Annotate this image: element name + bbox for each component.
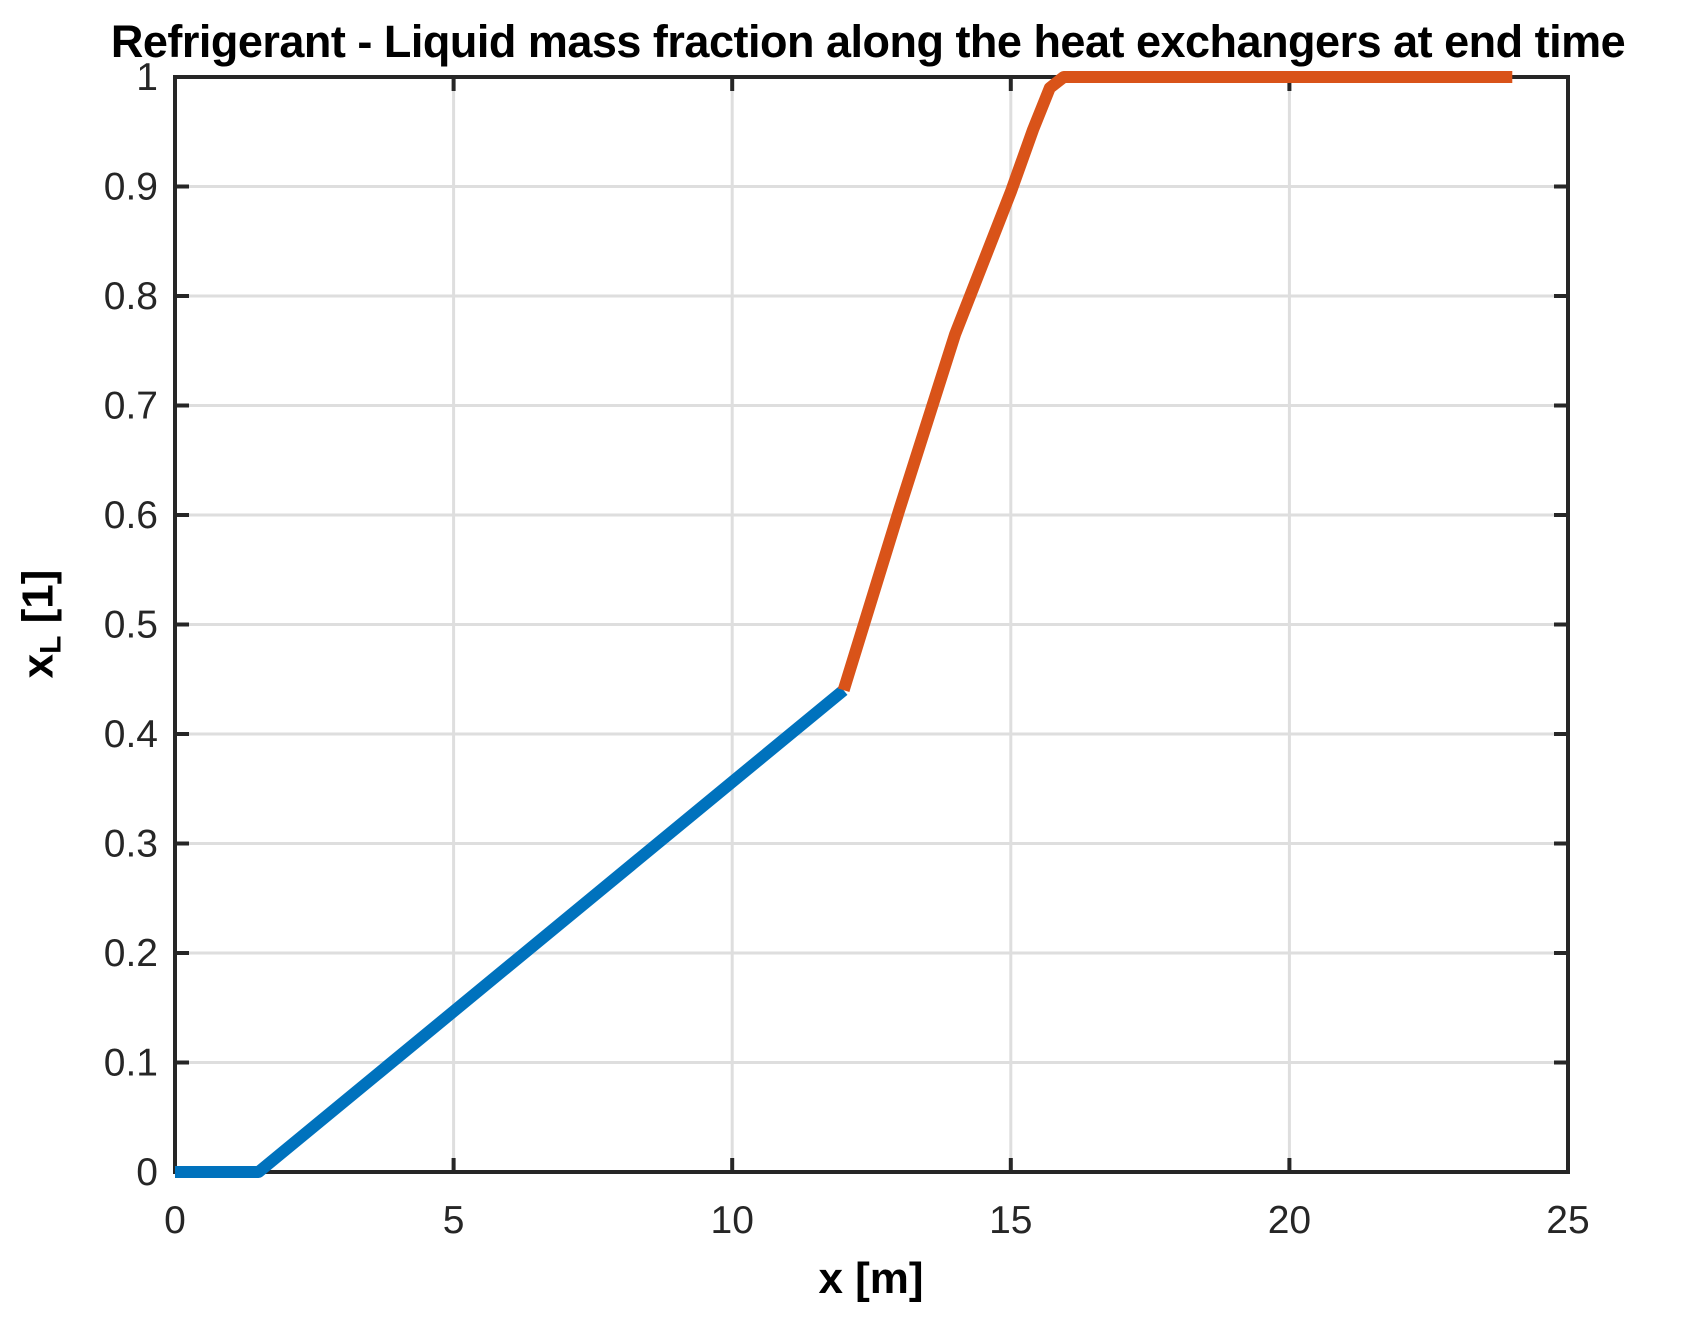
x-tick-label: 0 — [164, 1199, 186, 1242]
x-tick-label: 5 — [443, 1199, 465, 1242]
y-tick-label: 0.3 — [104, 823, 158, 866]
y-tick-label: 0.4 — [104, 713, 158, 756]
series-line-condenser-liquid-mass-fraction — [837, 71, 1513, 692]
y-tick-label: 0.5 — [104, 604, 158, 647]
y-tick-label: 0.6 — [104, 494, 158, 537]
y-tick-label: 0.2 — [104, 932, 158, 975]
x-tick-label: 10 — [711, 1199, 754, 1242]
y-tick-label: 0.9 — [104, 166, 158, 209]
series-line-evaporator-liquid-mass-fraction — [175, 685, 848, 1178]
x-tick-label: 25 — [1546, 1199, 1589, 1242]
y-tick-label: 1 — [136, 56, 158, 99]
y-tick-label: 0.1 — [104, 1042, 158, 1085]
y-tick-label: 0 — [136, 1151, 158, 1194]
x-tick-label: 20 — [1268, 1199, 1311, 1242]
x-tick-label: 15 — [989, 1199, 1032, 1242]
x-axis-label: x [m] — [818, 1254, 924, 1303]
y-tick-label: 0.8 — [104, 275, 158, 318]
chart-title: Refrigerant - Liquid mass fraction along… — [110, 16, 1626, 67]
y-tick-label: 0.7 — [104, 385, 158, 428]
